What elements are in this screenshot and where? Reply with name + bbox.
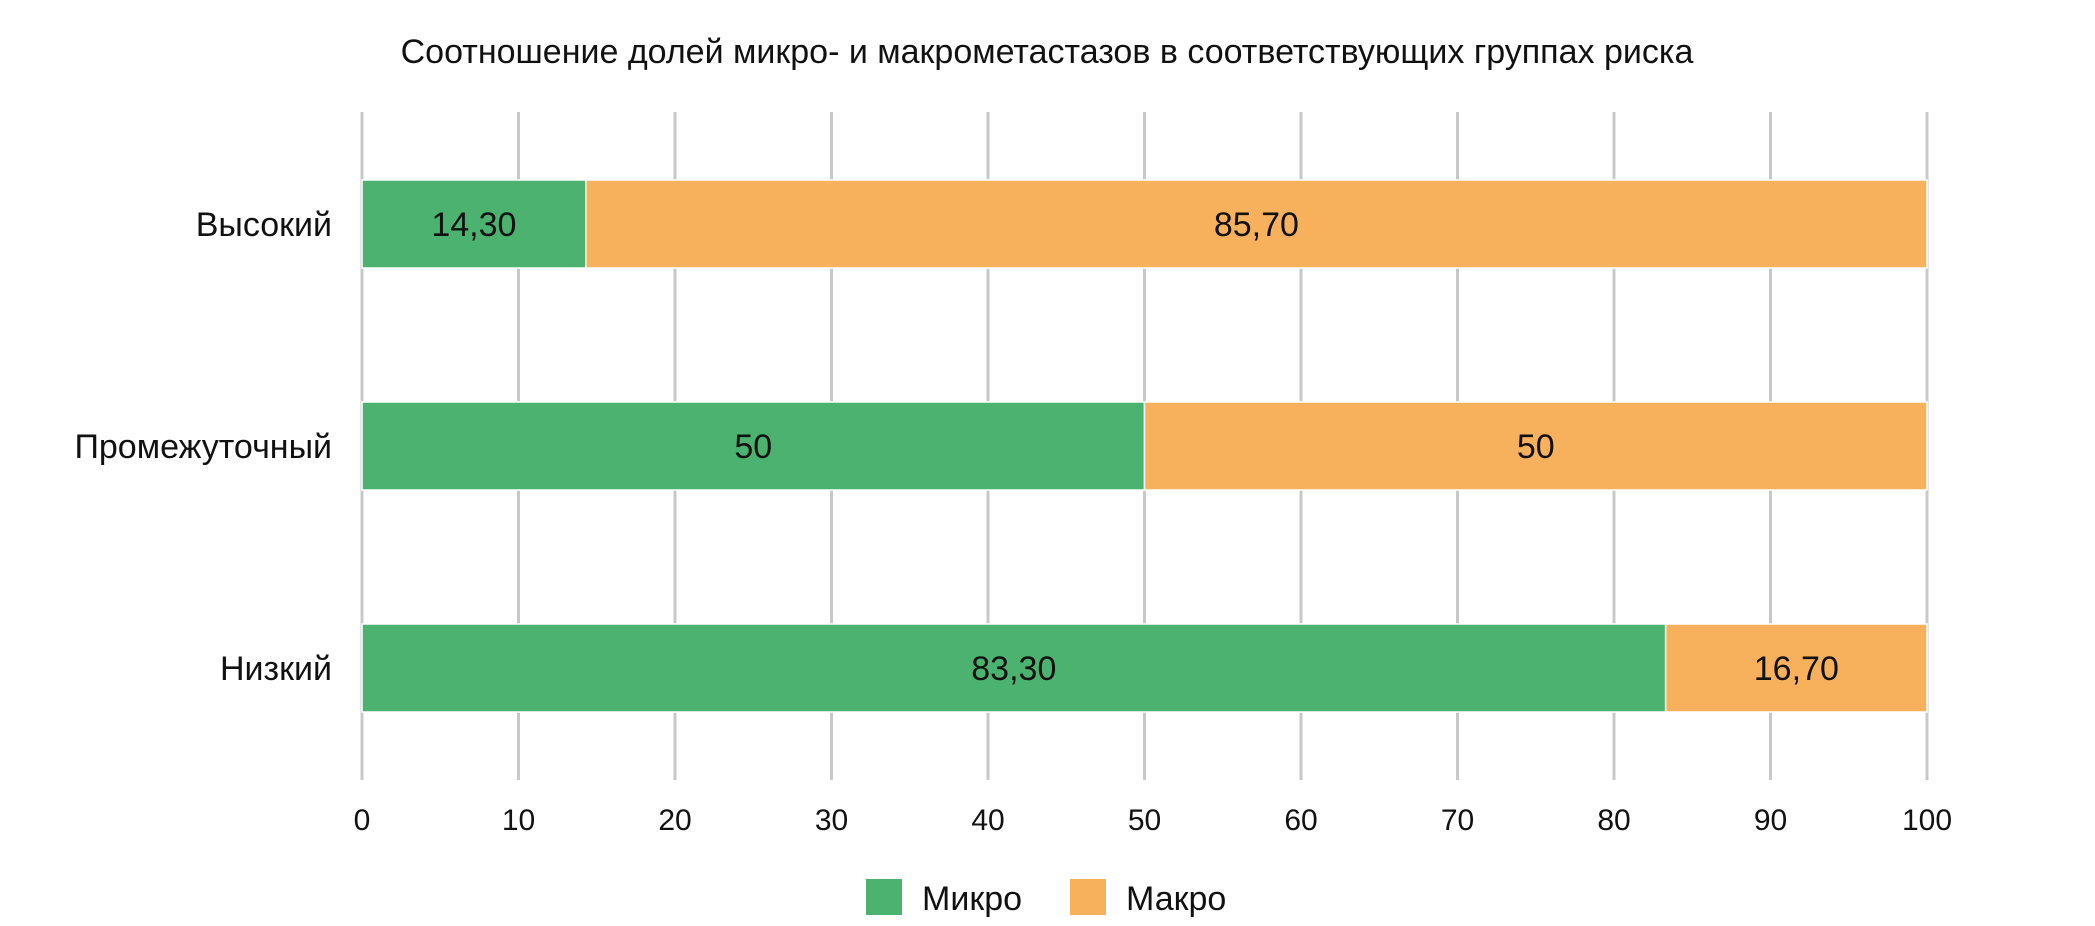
legend-swatch bbox=[866, 879, 902, 915]
x-tick-label: 50 bbox=[1128, 804, 1161, 837]
category-label: Промежуточный bbox=[74, 428, 332, 466]
data-label: 14,30 bbox=[431, 206, 516, 244]
data-label: 50 bbox=[1517, 428, 1555, 466]
data-label: 83,30 bbox=[971, 650, 1056, 688]
x-tick-label: 20 bbox=[658, 804, 691, 837]
category-label: Низкий bbox=[220, 650, 332, 688]
category-label: Высокий bbox=[196, 206, 332, 244]
legend-label: Микро bbox=[922, 880, 1022, 918]
x-tick-label: 100 bbox=[1902, 804, 1952, 837]
legend-swatch bbox=[1070, 879, 1106, 915]
x-tick-label: 0 bbox=[354, 804, 371, 837]
axis-labels: 0 10 20 30 40 50 60 70 80 90 100 Высокий Промежуточн… bbox=[74, 206, 1952, 837]
bar-macro bbox=[1664, 623, 1928, 713]
data-label: 85,70 bbox=[1214, 206, 1299, 244]
data-labels: 14,30 85,70 50 50 83,30 16,70 bbox=[431, 206, 1839, 688]
bar-micro bbox=[361, 179, 587, 269]
x-tick-label: 80 bbox=[1597, 804, 1630, 837]
x-tick-label: 90 bbox=[1754, 804, 1787, 837]
bar-macro bbox=[585, 179, 1928, 269]
bar-micro bbox=[361, 401, 1146, 491]
chart-title: Соотношение долей микро- и макрометастаз… bbox=[401, 33, 1694, 71]
bar-macro bbox=[1143, 401, 1928, 491]
bar-micro bbox=[361, 623, 1667, 713]
legend: Микро Макро bbox=[866, 879, 1226, 918]
x-tick-label: 10 bbox=[502, 804, 535, 837]
x-tick-label: 40 bbox=[971, 804, 1004, 837]
x-tick-label: 60 bbox=[1284, 804, 1317, 837]
x-tick-label: 70 bbox=[1441, 804, 1474, 837]
data-label: 16,70 bbox=[1754, 650, 1839, 688]
bars bbox=[361, 179, 1928, 713]
legend-label: Макро bbox=[1126, 880, 1226, 918]
data-label: 50 bbox=[734, 428, 772, 466]
x-tick-label: 30 bbox=[815, 804, 848, 837]
